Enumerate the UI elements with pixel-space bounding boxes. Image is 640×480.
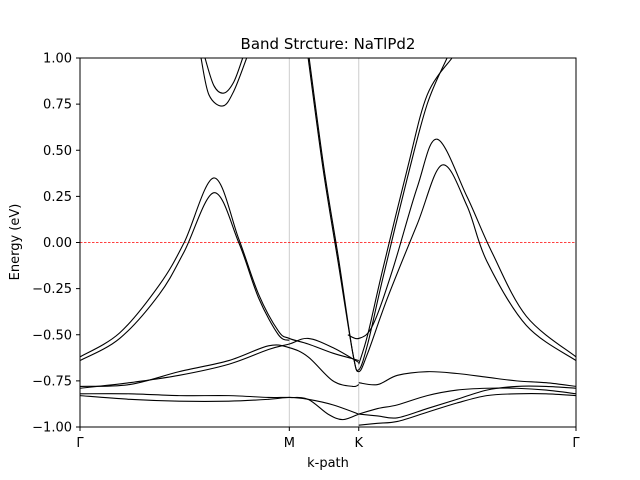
band-line-15 — [358, 385, 576, 419]
band-line-12 — [358, 371, 576, 387]
y-tick-label: −0.75 — [32, 374, 72, 389]
x-tick-label: Γ — [76, 436, 84, 451]
chart-title: Band Strcture: NaTlPd2 — [241, 35, 416, 53]
x-tick-label: K — [354, 436, 363, 451]
x-axis-label: k-path — [307, 456, 349, 471]
x-tick-label: Γ — [572, 436, 580, 451]
band-line-3 — [204, 58, 244, 94]
y-tick-label: −0.50 — [32, 328, 72, 343]
y-tick-label: 0.75 — [43, 98, 72, 113]
band-line-10 — [80, 393, 359, 421]
band-line-0 — [80, 192, 290, 362]
y-tick-label: 0.50 — [43, 144, 72, 159]
y-tick-label: 1.00 — [43, 52, 72, 67]
plot-area: −1.00 −0.75 −0.50 −0.25 0.00 0.25 0.50 0.75 1.00… — [32, 52, 580, 452]
x-tick-label: M — [284, 436, 295, 451]
band-line-9 — [80, 344, 360, 388]
band-line-6 — [358, 58, 453, 365]
band-line-1 — [80, 177, 359, 362]
band-line-4 — [307, 58, 576, 373]
y-tick-label: 0.00 — [43, 236, 72, 251]
band-line-14 — [358, 393, 576, 426]
band-line-8 — [80, 337, 360, 389]
band-line-13 — [358, 387, 576, 415]
band-line-7 — [347, 138, 576, 358]
y-tick-label: 0.25 — [43, 190, 72, 205]
y-axis-label: Energy (eV) — [8, 204, 23, 281]
band-line-11 — [80, 395, 359, 415]
bands-group — [80, 58, 576, 426]
y-tick-label: −0.25 — [32, 282, 72, 297]
band-line-5 — [308, 58, 448, 371]
band-line-2 — [200, 58, 248, 107]
y-tick-label: −1.00 — [32, 421, 72, 436]
